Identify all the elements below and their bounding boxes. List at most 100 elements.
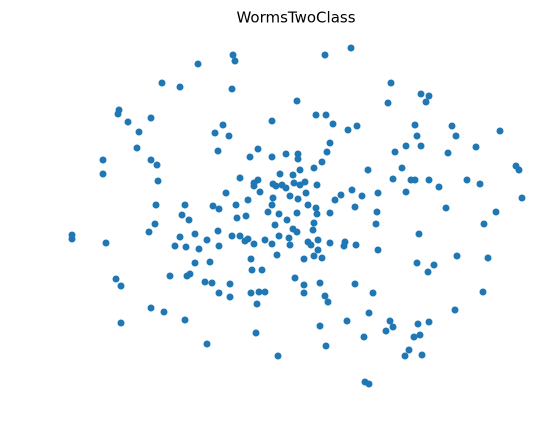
point (353, 122, 361, 130)
point (360, 333, 368, 341)
point (492, 208, 500, 216)
point (244, 196, 252, 204)
point (424, 268, 432, 276)
point (256, 188, 264, 196)
point (369, 289, 377, 297)
point (160, 308, 168, 316)
point (322, 111, 330, 119)
point (208, 279, 216, 287)
point (112, 275, 120, 283)
point (484, 254, 492, 262)
point (282, 150, 290, 158)
point (402, 188, 410, 196)
point (451, 306, 459, 314)
point (387, 79, 395, 87)
point (215, 289, 223, 297)
point (147, 114, 155, 122)
point (321, 51, 329, 59)
point (413, 132, 421, 140)
point (310, 164, 318, 172)
point (496, 127, 504, 135)
point (147, 156, 155, 164)
point (191, 230, 199, 238)
point (253, 300, 261, 308)
point (195, 245, 203, 253)
point (185, 216, 193, 224)
point (290, 179, 298, 187)
point (226, 293, 234, 301)
point (307, 241, 315, 249)
point (275, 232, 283, 240)
point (435, 183, 443, 191)
point (389, 323, 397, 331)
point (294, 150, 302, 158)
point (145, 228, 153, 236)
point (416, 331, 424, 339)
point (252, 329, 260, 337)
point (326, 139, 334, 147)
point (300, 255, 308, 263)
point (229, 51, 237, 59)
point (99, 156, 107, 164)
point (322, 342, 330, 350)
point (453, 252, 461, 260)
point (316, 279, 324, 287)
point (289, 171, 297, 179)
point (326, 209, 334, 217)
point (398, 164, 406, 172)
point (250, 240, 258, 248)
point (293, 209, 301, 217)
point (152, 201, 160, 209)
point (425, 92, 433, 100)
point (171, 242, 179, 250)
point (314, 246, 322, 254)
point (313, 210, 321, 218)
point (233, 214, 241, 222)
point (236, 232, 244, 240)
point (293, 97, 301, 105)
point (231, 57, 239, 65)
point (515, 166, 523, 174)
point (276, 170, 284, 178)
point (258, 266, 266, 274)
point (302, 189, 310, 197)
point (271, 221, 279, 229)
point (343, 317, 351, 325)
point (274, 352, 282, 360)
point (414, 320, 422, 328)
point (166, 272, 174, 280)
point (344, 126, 352, 134)
point (417, 90, 425, 98)
point (236, 174, 244, 182)
point (99, 170, 107, 178)
point (247, 289, 255, 297)
point (158, 79, 166, 87)
point (291, 274, 299, 282)
point (382, 327, 390, 335)
point (318, 254, 326, 262)
point (422, 98, 430, 106)
point (452, 132, 460, 140)
point (286, 192, 294, 200)
point (340, 242, 348, 250)
point (472, 143, 480, 151)
point (410, 333, 418, 341)
point (476, 180, 484, 188)
point (201, 278, 209, 286)
point (68, 235, 76, 243)
point (285, 234, 293, 242)
point (444, 149, 452, 157)
point (304, 201, 312, 209)
point (272, 182, 280, 190)
point (135, 128, 143, 136)
point (358, 192, 366, 200)
point (411, 176, 419, 184)
point (402, 142, 410, 150)
point (191, 259, 199, 267)
point (518, 194, 526, 202)
point (312, 204, 320, 212)
point (480, 220, 488, 228)
point (401, 352, 409, 360)
